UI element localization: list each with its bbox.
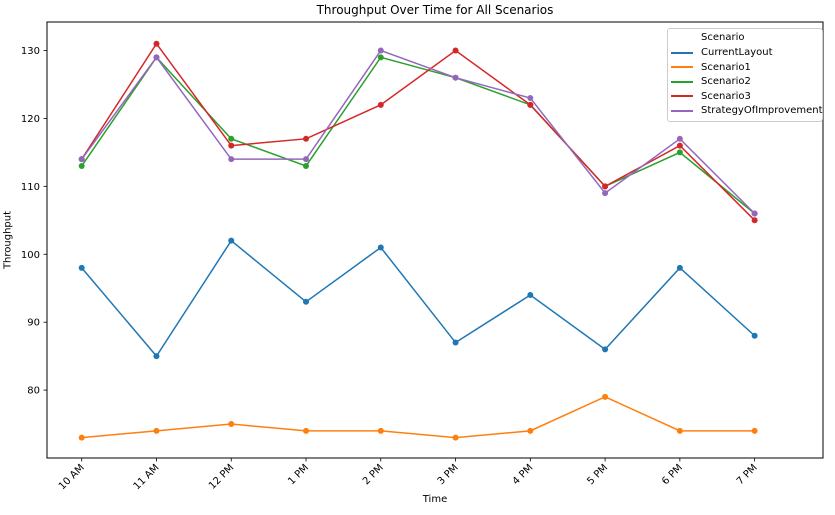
data-point-StrategyOfImprovement <box>228 156 235 163</box>
y-axis-label: Throughput <box>2 210 14 270</box>
legend-item-Scenario3: Scenario3 <box>668 89 822 104</box>
data-point-CurrentLayout <box>303 298 310 305</box>
legend-line-icon <box>671 80 693 83</box>
x-tick-label: 2 PM <box>361 462 386 487</box>
x-tick-label: 3 PM <box>436 462 461 487</box>
x-tick-label: 12 PM <box>207 462 236 491</box>
data-point-StrategyOfImprovement <box>377 47 384 54</box>
data-point-Scenario1 <box>602 393 609 400</box>
data-point-Scenario3 <box>602 183 609 190</box>
data-point-StrategyOfImprovement <box>153 54 160 61</box>
y-tick-label: 110 <box>21 182 40 193</box>
data-point-StrategyOfImprovement <box>303 156 310 163</box>
data-point-Scenario2 <box>78 162 85 169</box>
x-axis-label: Time <box>422 494 448 505</box>
data-point-StrategyOfImprovement <box>751 210 758 217</box>
legend-item-label: Scenario3 <box>701 90 751 102</box>
data-point-Scenario1 <box>228 421 235 428</box>
x-tick-label: 1 PM <box>286 462 311 487</box>
data-point-Scenario1 <box>676 427 683 434</box>
data-point-Scenario1 <box>452 434 459 441</box>
chart-title: Throughput Over Time for All Scenarios <box>316 3 554 17</box>
legend-item-label: Scenario1 <box>701 61 751 73</box>
data-point-CurrentLayout <box>78 264 85 271</box>
data-point-Scenario3 <box>377 101 384 108</box>
data-point-Scenario3 <box>527 101 534 108</box>
data-point-CurrentLayout <box>527 292 534 299</box>
series-line-StrategyOfImprovement <box>81 49 756 215</box>
legend: Scenario CurrentLayout Scenario1 Scenario2… <box>667 28 823 122</box>
data-point-Scenario3 <box>153 40 160 47</box>
data-point-Scenario3 <box>452 47 459 54</box>
series-line-Scenario2 <box>81 56 756 215</box>
legend-item-CurrentLayout: CurrentLayout <box>668 46 822 61</box>
data-point-CurrentLayout <box>377 244 384 251</box>
data-point-Scenario3 <box>676 142 683 149</box>
legend-entries: CurrentLayout Scenario1 Scenario2 Scenario3… <box>668 46 823 119</box>
data-point-CurrentLayout <box>751 332 758 339</box>
y-tick-label: 130 <box>21 46 40 57</box>
data-point-Scenario1 <box>303 427 310 434</box>
y-tick-label: 90 <box>27 318 40 329</box>
data-point-CurrentLayout <box>452 339 459 346</box>
data-point-Scenario2 <box>676 149 683 156</box>
data-point-Scenario2 <box>303 162 310 169</box>
data-point-StrategyOfImprovement <box>452 74 459 81</box>
x-tick-label: 4 PM <box>511 462 536 487</box>
legend-item-label: CurrentLayout <box>701 47 773 59</box>
data-point-Scenario1 <box>751 427 758 434</box>
data-point-Scenario1 <box>377 427 384 434</box>
legend-line-icon <box>671 66 693 69</box>
data-point-StrategyOfImprovement <box>676 135 683 142</box>
x-tick-label: 10 AM <box>57 462 87 492</box>
y-tick-label: 100 <box>21 250 40 261</box>
data-point-Scenario3 <box>751 217 758 224</box>
legend-line-icon <box>671 109 693 112</box>
data-point-Scenario2 <box>377 54 384 61</box>
data-point-Scenario1 <box>78 434 85 441</box>
x-tick-label: 11 AM <box>132 462 162 492</box>
data-point-CurrentLayout <box>228 237 235 244</box>
legend-line-icon <box>671 95 693 98</box>
data-point-CurrentLayout <box>602 346 609 353</box>
data-point-Scenario1 <box>527 427 534 434</box>
series-line-Scenario1 <box>81 396 755 439</box>
data-point-Scenario3 <box>303 135 310 142</box>
y-tick-label: 80 <box>27 386 40 397</box>
legend-item-label: Scenario2 <box>701 76 751 88</box>
legend-line-icon <box>671 51 693 54</box>
x-tick-label: 5 PM <box>585 462 610 487</box>
plot-border <box>46 21 824 459</box>
data-point-Scenario2 <box>228 135 235 142</box>
data-point-CurrentLayout <box>676 264 683 271</box>
series-line-CurrentLayout <box>81 239 756 358</box>
legend-item-Scenario1: Scenario1 <box>668 60 822 75</box>
legend-title: Scenario <box>701 32 745 43</box>
x-tick-label: 6 PM <box>660 462 685 487</box>
data-point-StrategyOfImprovement <box>527 95 534 102</box>
legend-item-Scenario2: Scenario2 <box>668 75 822 90</box>
x-tick-label: 7 PM <box>735 462 760 487</box>
data-point-CurrentLayout <box>153 353 160 360</box>
series-line-Scenario3 <box>81 42 756 221</box>
legend-item-StrategyOfImprovement: StrategyOfImprovement <box>668 104 823 119</box>
data-point-StrategyOfImprovement <box>78 156 85 163</box>
legend-item-label: StrategyOfImprovement <box>701 105 823 117</box>
data-point-StrategyOfImprovement <box>602 190 609 197</box>
data-point-Scenario1 <box>153 427 160 434</box>
data-point-Scenario3 <box>228 142 235 149</box>
y-tick-label: 120 <box>21 114 40 125</box>
